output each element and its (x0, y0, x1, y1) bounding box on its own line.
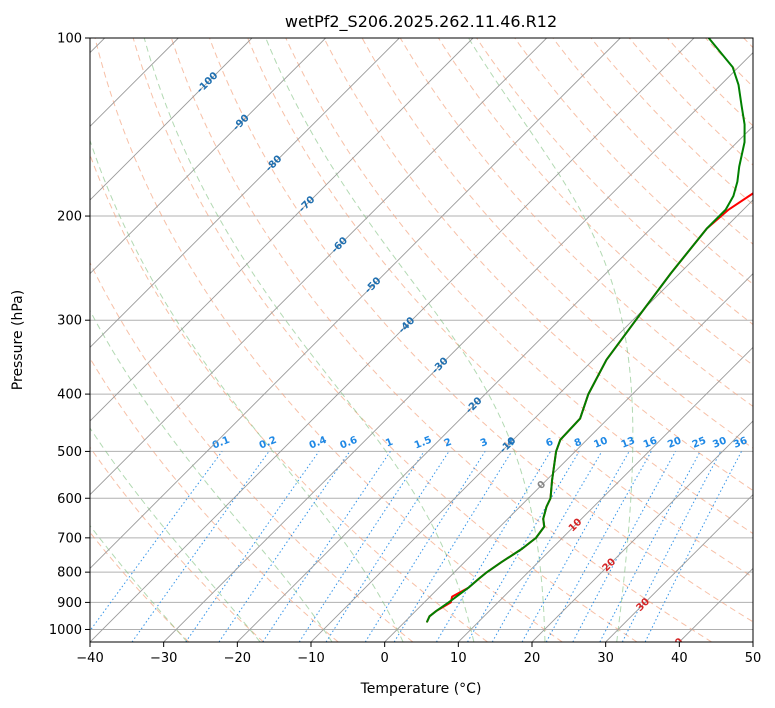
mixing-ratio-label: 16 (642, 435, 659, 450)
y-tick-label: 300 (57, 314, 82, 329)
dry-adiabat (90, 261, 414, 642)
mixing-ratio-label: 8 (573, 437, 584, 450)
isotherm-line (90, 38, 253, 201)
moist-adiabat (265, 38, 546, 642)
moist-adiabat (90, 309, 333, 642)
mixing-ratio-line (131, 451, 270, 642)
mixing-ratio-label: 30 (711, 435, 728, 450)
mixing-ratio-line (521, 451, 630, 642)
isotherm-line (458, 346, 753, 642)
mixing-ratio-label: 10 (592, 435, 609, 450)
mixing-ratio-label: 13 (620, 435, 637, 450)
y-tick-label: 100 (57, 32, 82, 47)
plot-frame (89, 37, 754, 643)
x-tick-label: −20 (224, 651, 251, 666)
mixing-ratio-label: 20 (666, 435, 683, 450)
mixing-ratio-label: 2 (443, 437, 454, 450)
x-tick-label: 40 (671, 651, 688, 666)
isotherm-line (163, 52, 753, 642)
mixing-ratio-label: 25 (691, 435, 708, 450)
chart-title: wetPf2_S206.2025.262.11.46.R12 (285, 12, 557, 32)
moist-adiabat (90, 427, 261, 642)
y-tick-label: 200 (57, 210, 82, 225)
isotherm-line (605, 494, 753, 642)
isotherm-line (531, 420, 753, 642)
dry-adiabat (90, 446, 264, 642)
x-axis-label: Temperature (°C) (360, 681, 482, 697)
moist-adiabats (90, 38, 634, 642)
x-tick-label: −10 (297, 651, 324, 666)
y-axis-label: Pressure (hPa) (10, 290, 26, 390)
y-tick-label: 1000 (49, 623, 82, 638)
mixing-ratio-label: 6 (544, 437, 555, 450)
y-axis-ticks: 100 200 300 400 500 600 700 800 900 1000 (49, 32, 90, 638)
dry-adiabat (209, 38, 753, 623)
dry-adiabat (247, 38, 753, 578)
isotherm-line (90, 38, 474, 422)
mixing-ratio-label: 1 (384, 437, 395, 450)
dry-adiabat (94, 38, 563, 642)
plot-area (90, 38, 753, 642)
dry-adiabats (90, 38, 753, 642)
mixing-ratio-line (572, 451, 676, 642)
x-tick-label: 50 (745, 651, 762, 666)
isotherm-label: 40 (668, 636, 686, 654)
x-tick-label: 10 (450, 651, 467, 666)
isotherm-line (237, 125, 753, 642)
moist-adiabat (90, 138, 404, 642)
dry-adiabat (476, 38, 753, 326)
isotherm-line (90, 38, 400, 348)
isotherm-line (90, 38, 621, 569)
x-tick-label: 30 (597, 651, 614, 666)
x-tick-label: −40 (76, 651, 103, 666)
mixing-ratio-line (325, 451, 450, 642)
moist-adiabat (90, 524, 188, 642)
dry-adiabat (170, 38, 712, 642)
mixing-ratio-line (467, 451, 580, 642)
mixing-ratio-line (435, 451, 552, 642)
isotherm-line (90, 38, 326, 275)
dry-adiabat (132, 38, 638, 642)
isotherm-line (310, 199, 753, 642)
x-tick-label: −30 (150, 651, 177, 666)
isotherm-lines (90, 38, 753, 642)
mixing-ratio-line (90, 451, 223, 632)
isotherm-line (752, 641, 753, 642)
y-tick-label: 900 (57, 596, 82, 611)
mixing-ratio-label: 4 (506, 437, 517, 450)
isobar-gridlines (90, 38, 753, 630)
isotherm-line (384, 273, 753, 642)
moist-adiabat (143, 38, 475, 642)
dewpoint-profile-line (426, 38, 746, 623)
mixing-ratio-label: 36 (732, 435, 749, 450)
isotherm-line (90, 38, 547, 496)
dry-adiabat (514, 38, 753, 285)
x-tick-label: 20 (524, 651, 541, 666)
y-tick-label: 600 (57, 492, 82, 507)
x-tick-label: 0 (381, 651, 389, 666)
mixing-ratio-label: 3 (479, 437, 490, 450)
y-tick-label: 800 (57, 566, 82, 581)
mixing-ratio-line (491, 451, 603, 642)
x-axis-ticks: −40 −30 −20 −10 0 10 20 30 40 50 (76, 642, 761, 666)
dry-adiabat (399, 38, 753, 408)
dry-adiabat (323, 38, 753, 492)
mixing-ratio-line (218, 451, 351, 642)
y-tick-label: 500 (57, 445, 82, 460)
y-tick-label: 700 (57, 531, 82, 546)
mixing-ratio-line (393, 451, 513, 642)
dry-adiabat (590, 38, 753, 206)
profile-series (426, 38, 753, 623)
isotherm-line (90, 38, 695, 642)
dry-adiabat (628, 38, 753, 166)
y-tick-label: 400 (57, 388, 82, 403)
mixing-ratio-line (364, 451, 486, 642)
